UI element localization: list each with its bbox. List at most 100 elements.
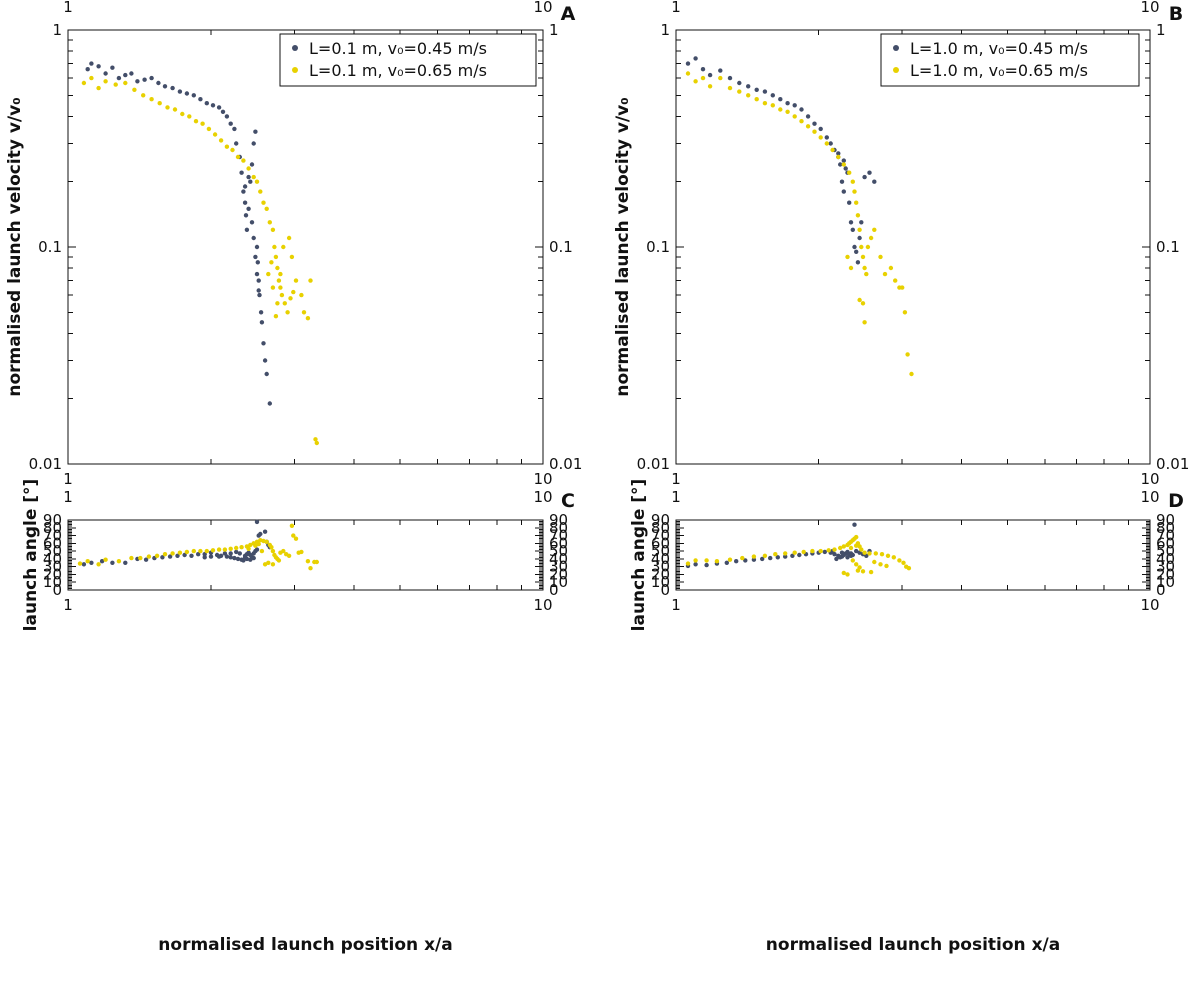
y-tick-label-right: 20 [1156,565,1175,583]
data-point [762,553,768,558]
y-tick-label: 0.01 [637,455,670,473]
data-point [900,285,905,290]
data-point [841,189,846,194]
data-point [116,75,122,81]
series-yellow [685,534,912,577]
y-tick-label-right: 1 [1156,21,1166,39]
data-point [762,101,768,106]
data-point [239,545,244,550]
y-tick-label: 90 [651,511,670,529]
data-point [289,254,295,260]
data-point [246,206,251,211]
x-tick-label-top: 1 [671,0,681,16]
y-tick-label: 1 [660,21,670,39]
data-point [244,227,250,232]
y-tick-label-right: 0.01 [549,455,582,473]
data-point [857,227,862,232]
data-point [909,371,914,377]
y-tick-label: 0.1 [38,238,62,256]
data-point [267,401,272,406]
data-point [860,301,866,306]
y-tick-label: 70 [43,527,62,545]
data-point [867,170,872,175]
y-tick-label: 10 [651,573,670,591]
legend-marker [893,67,899,73]
data-point [727,85,733,91]
x-tick-label: 10 [1140,470,1159,488]
data-point [193,119,199,124]
data-point [189,553,194,558]
data-point [103,79,108,84]
data-point [216,547,222,552]
data-point [175,553,180,558]
data-point [241,189,246,194]
data-point [129,71,134,76]
data-point [839,179,845,184]
y-tick-label: 0 [52,581,62,599]
data-point [257,292,262,298]
legend: L=0.1 m, v₀=0.45 m/s L=0.1 m, v₀=0.65 m/s [279,33,537,87]
data-point [270,227,276,232]
data-point [905,352,910,357]
data-point [262,529,268,534]
x-tick-label: 10 [533,596,552,614]
y-tick-label-right: 80 [1156,519,1175,537]
data-point [232,126,237,132]
data-point [228,555,233,560]
data-point [885,553,891,558]
data-point [704,558,709,563]
data-point [275,301,280,306]
data-point [256,288,261,293]
data-point [685,61,691,66]
data-point [299,292,304,298]
data-point [258,310,264,315]
y-tick-label-right: 40 [549,550,568,568]
data-point [270,285,276,290]
data-point [149,75,154,81]
data-point [308,566,313,571]
data-point [746,93,751,98]
data-point [812,129,817,134]
y-tick-label: 20 [651,565,670,583]
data-point [792,103,797,108]
data-point [89,560,94,565]
data-point [834,556,839,562]
data-point [751,557,757,562]
data-point [818,126,823,132]
data-point [801,549,806,555]
data-point [860,254,866,260]
data-point [707,84,713,89]
data-point [868,569,874,575]
data-point [103,557,108,562]
data-point [234,549,239,555]
x-tick-label: 1 [63,470,73,488]
data-point [824,135,829,140]
data-point [727,75,733,81]
data-point [792,114,797,119]
data-point [228,551,233,556]
x-tick-label: 1 [671,596,681,614]
data-point [123,560,128,565]
data-point [685,71,691,76]
x-tick-label-top: 10 [1140,0,1159,16]
data-point [165,105,170,110]
y-tick-label-right: 70 [1156,527,1175,545]
data-point [293,536,299,541]
data-point [251,555,256,561]
y-tick-label: 30 [651,558,670,576]
data-point [258,531,263,537]
data-point [852,189,857,194]
x-tick-label: 10 [533,470,552,488]
data-point [123,80,128,86]
y-axis-title: normalised launch velocity v/v₀ [613,97,633,396]
data-point [718,75,723,81]
data-point [707,72,713,78]
data-point [167,554,173,559]
data-point [184,549,190,555]
data-point [855,260,861,265]
y-axis-title: normalised launch velocity v/v₀ [5,97,25,396]
data-point [132,87,137,93]
data-point [785,101,790,106]
y-tick-label-right: 0.1 [549,238,573,256]
